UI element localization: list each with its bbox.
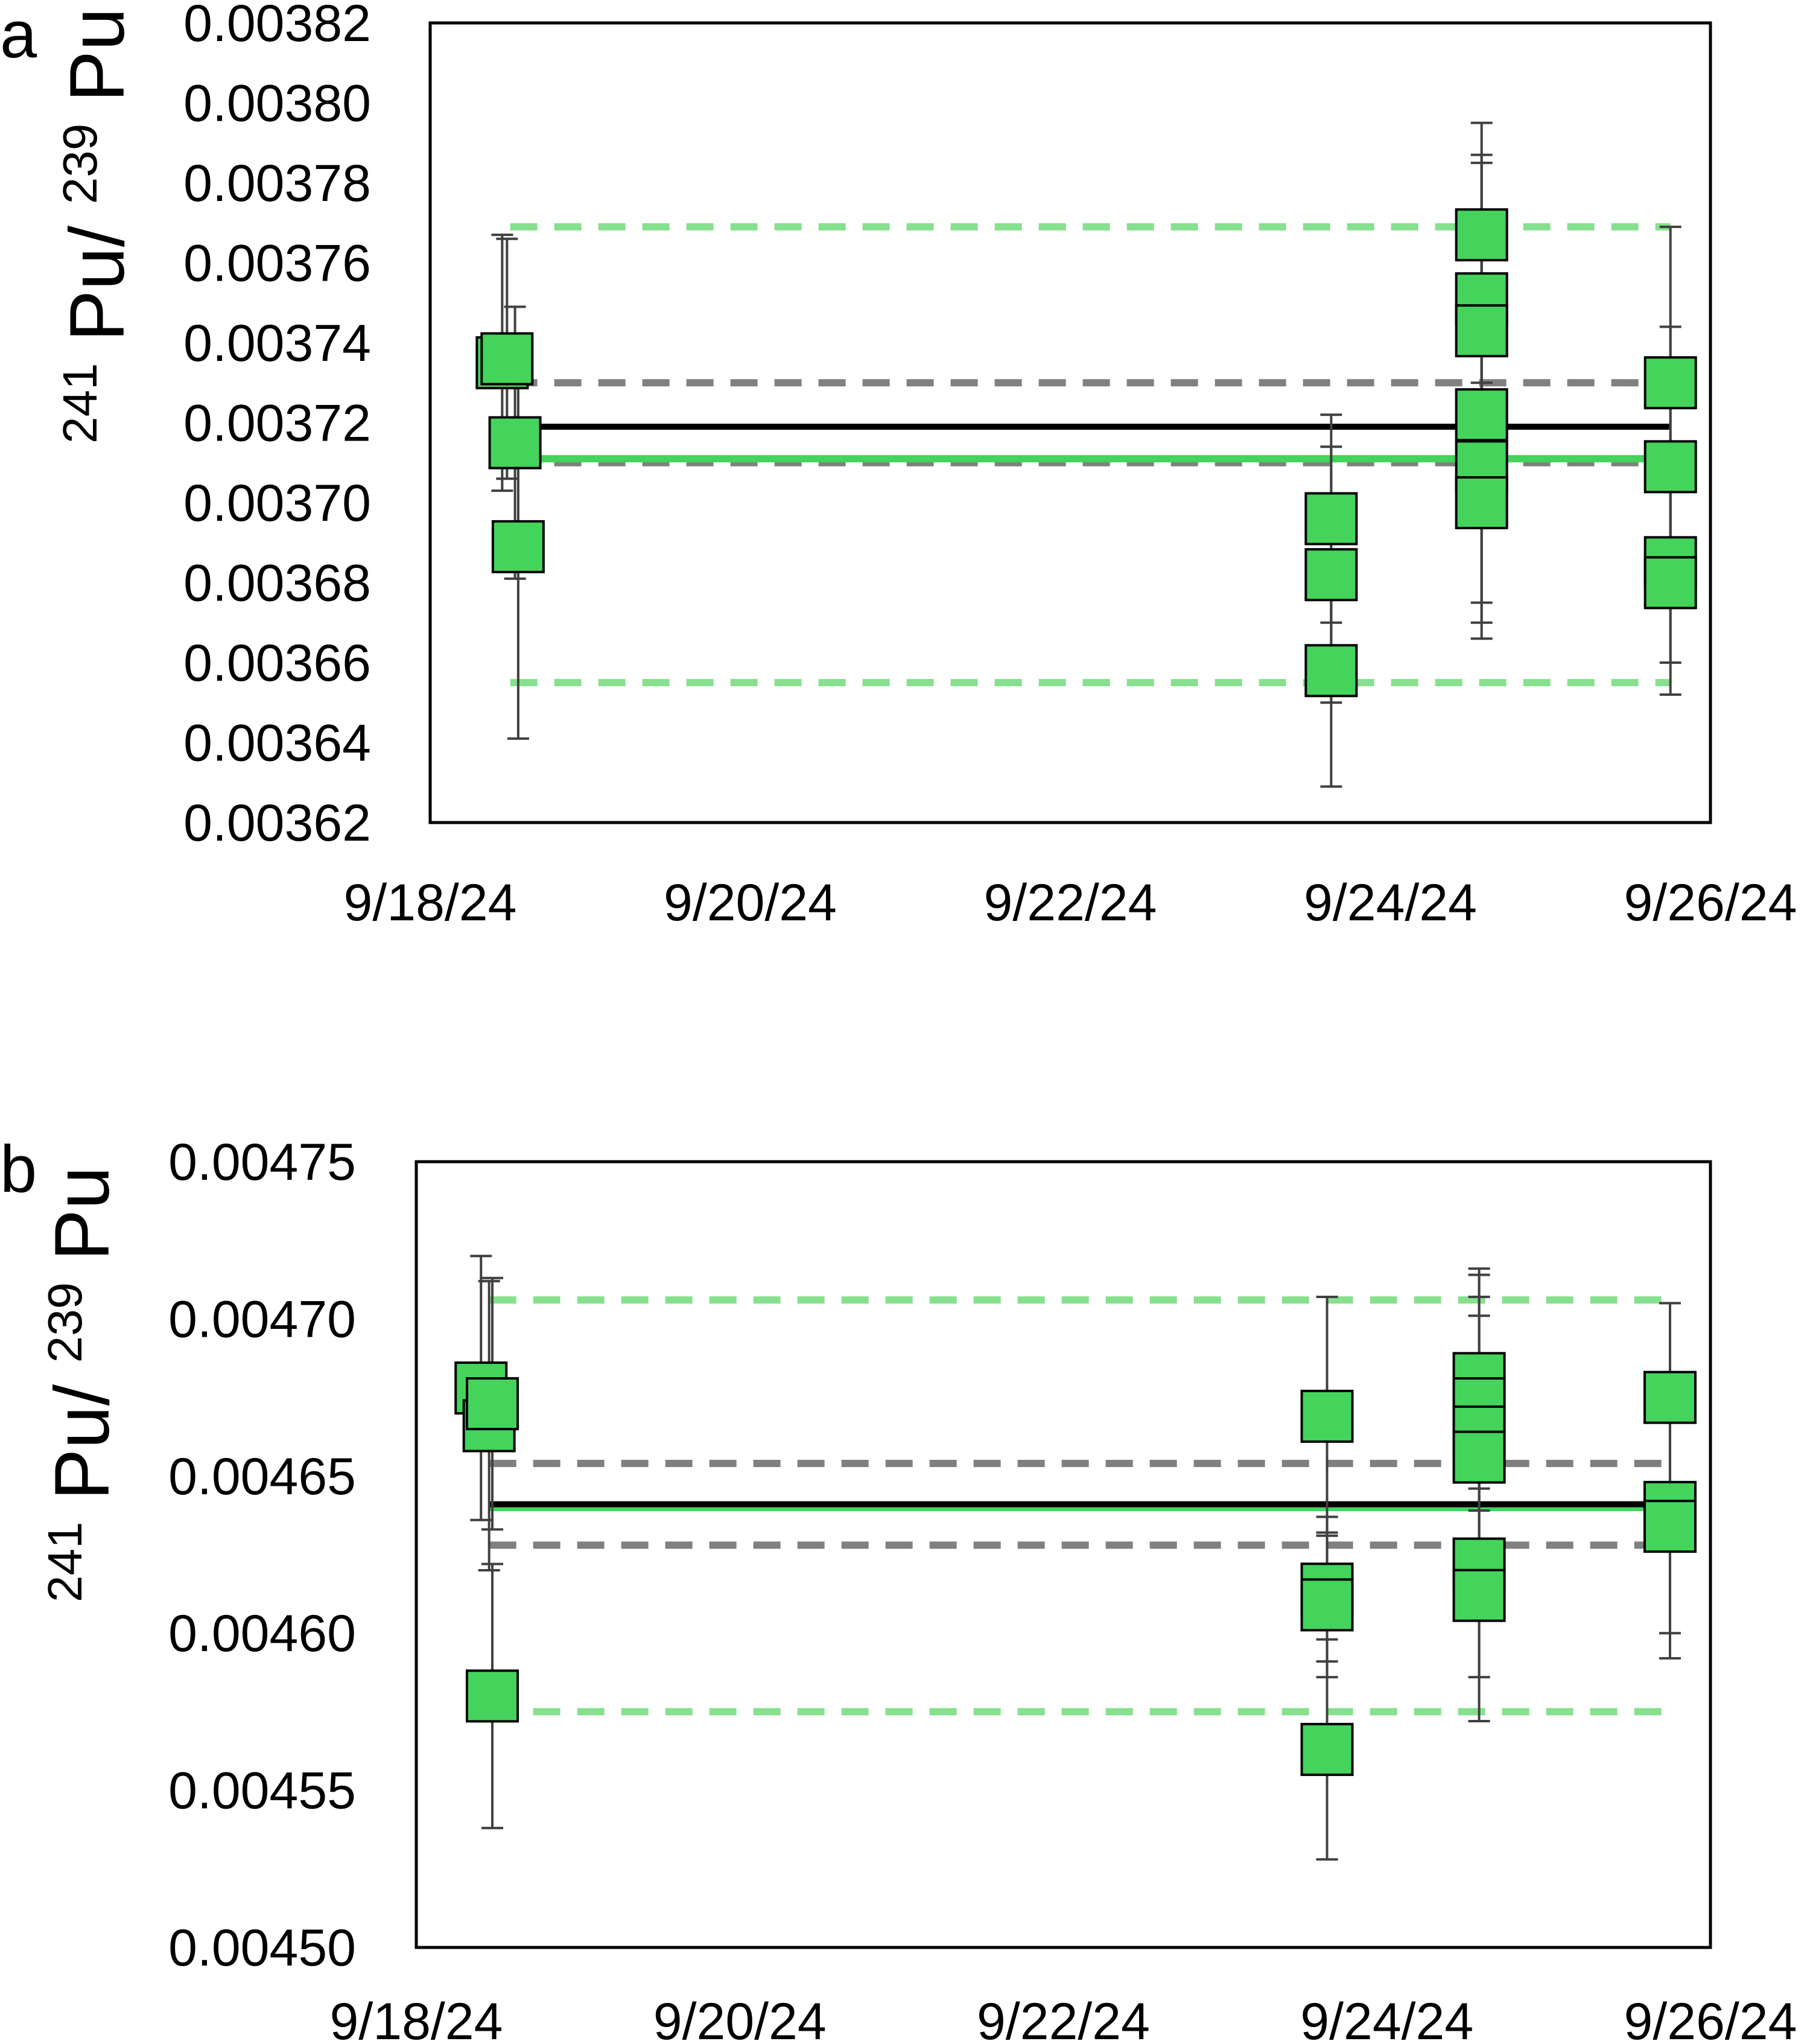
data-point-marker xyxy=(1304,644,1358,698)
x-tick-label: 9/26/24 xyxy=(1624,874,1797,932)
plot-frame-a xyxy=(428,21,1712,824)
data-point-marker xyxy=(1452,1430,1506,1484)
data-point-marker xyxy=(1643,556,1697,610)
x-tick-label: 9/18/24 xyxy=(344,874,517,932)
data-point-marker xyxy=(466,1669,519,1723)
chart-panel-b: b 0.00475 0.00470 0.00465 0.00460 0.00455 0.0… xyxy=(0,1132,1797,2044)
y-label-pu2-b: Pu xyxy=(39,1167,125,1261)
x-tick-label: 9/20/24 xyxy=(653,1993,827,2044)
data-point-marker xyxy=(491,520,545,573)
data-point-marker xyxy=(1643,1500,1697,1553)
y-axis-label-a: 241 Pu/ 239 Pu xyxy=(27,8,141,444)
y-label-sup-239-b: 239 xyxy=(38,1282,92,1363)
x-tick-label: 9/20/24 xyxy=(664,874,837,932)
y-tick-label: 0.00376 xyxy=(183,235,371,293)
y-label-pu-a: Pu/ xyxy=(54,225,141,342)
y-tick-label: 0.00370 xyxy=(183,474,371,532)
data-point-marker xyxy=(1304,548,1358,602)
data-point-marker xyxy=(1455,476,1508,529)
y-tick-label: 0.00378 xyxy=(183,154,371,212)
data-point-marker xyxy=(1643,356,1697,410)
data-point-marker xyxy=(1455,304,1508,358)
y-label-sup-241-a: 241 xyxy=(53,363,107,444)
plot-frame-b xyxy=(414,1160,1712,1949)
x-tick-label: 9/26/24 xyxy=(1624,1993,1797,2044)
data-point-marker xyxy=(1300,1722,1354,1776)
chart-panel-a: a 0.00382 0.00380 0.00378 0.00376 0.00374 0.0… xyxy=(0,0,1797,932)
data-point-marker xyxy=(1455,208,1508,262)
data-point-marker xyxy=(1304,492,1358,546)
data-point-marker xyxy=(1452,1568,1506,1622)
panel-label-b: b xyxy=(0,1132,37,1206)
y-tick-label: 0.00372 xyxy=(183,395,371,453)
x-tick-label: 9/22/24 xyxy=(977,1993,1150,2044)
data-point-marker xyxy=(480,332,534,386)
x-tick-label: 9/24/24 xyxy=(1304,874,1477,932)
x-tick-label: 9/18/24 xyxy=(330,1993,503,2044)
y-label-sup-241-b: 241 xyxy=(38,1522,92,1602)
y-label-pu2-a: Pu xyxy=(54,8,141,103)
y-tick-label: 0.00366 xyxy=(183,634,371,692)
y-tick-label: 0.00470 xyxy=(168,1290,356,1348)
data-point-marker xyxy=(1643,1371,1697,1424)
y-tick-label: 0.00364 xyxy=(183,715,371,772)
y-label-pu-b: Pu/ xyxy=(39,1384,125,1500)
y-tick-label: 0.00374 xyxy=(183,314,371,372)
y-axis-label-b: 241 Pu/ 239 Pu xyxy=(12,1167,125,1602)
data-point-marker xyxy=(488,416,542,470)
data-point-marker xyxy=(1300,1578,1354,1632)
y-label-sup-239-a: 239 xyxy=(53,124,107,204)
x-tick-label: 9/22/24 xyxy=(984,874,1157,932)
x-tick-label: 9/24/24 xyxy=(1300,1993,1473,2044)
y-tick-label: 0.00382 xyxy=(183,0,371,53)
y-tick-label: 0.00455 xyxy=(168,1762,356,1820)
panel-label-a: a xyxy=(0,0,37,72)
y-tick-label: 0.00460 xyxy=(168,1605,356,1663)
y-tick-label: 0.00450 xyxy=(168,1919,356,1977)
y-tick-label: 0.00475 xyxy=(168,1133,356,1191)
data-point-marker xyxy=(1455,388,1508,442)
data-point-marker xyxy=(466,1377,519,1431)
data-point-marker xyxy=(1300,1389,1354,1443)
y-tick-label: 0.00368 xyxy=(183,555,371,613)
y-tick-label: 0.00362 xyxy=(183,794,371,852)
y-tick-label: 0.00380 xyxy=(183,75,371,133)
y-tick-label: 0.00465 xyxy=(168,1448,356,1506)
data-point-marker xyxy=(1643,440,1697,494)
